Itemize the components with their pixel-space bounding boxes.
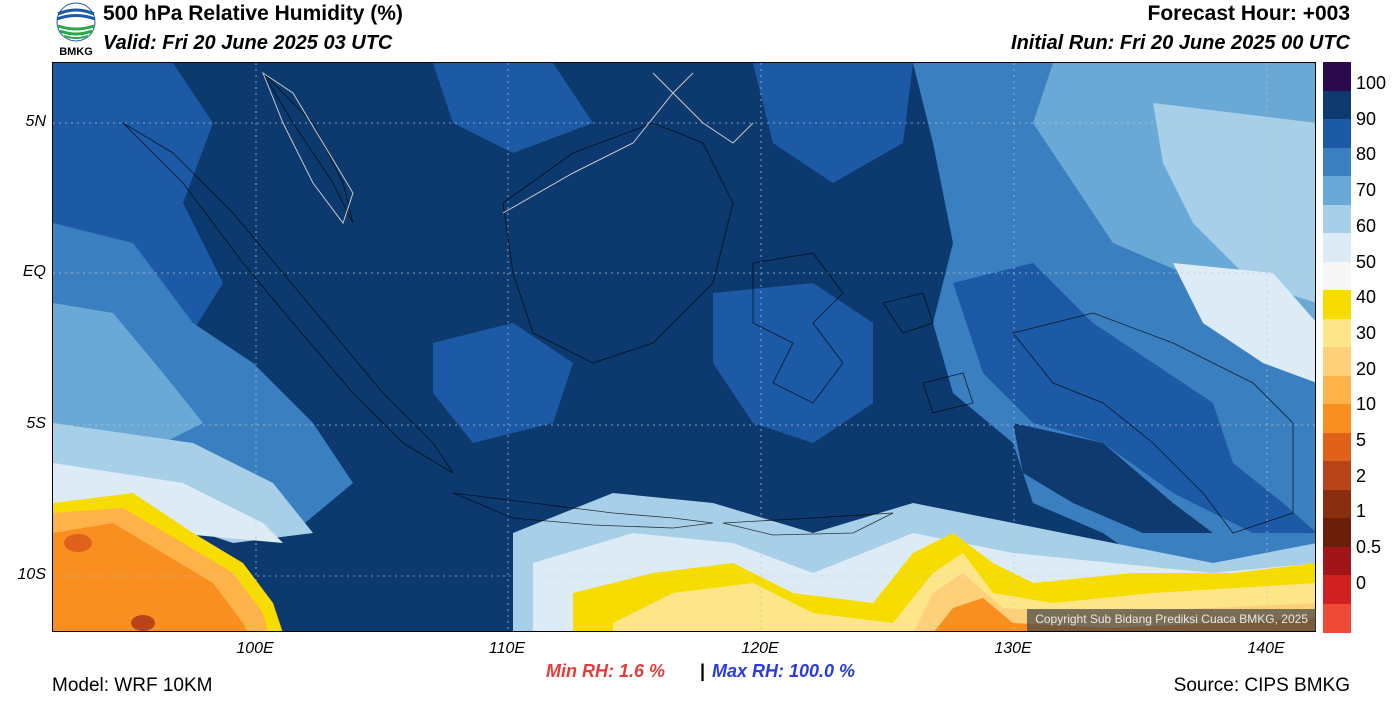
lon-label-100e: 100E — [236, 640, 274, 657]
colorbar-label: 50 — [1356, 251, 1377, 272]
min-rh: Min RH: 1.6 % — [546, 661, 666, 681]
colorbar-segment — [1323, 204, 1351, 234]
colorbar-segment — [1323, 233, 1351, 262]
lat-label-10s: 10S — [17, 566, 46, 583]
max-rh: Max RH: 100.0 % — [712, 661, 856, 681]
map-title: 500 hPa Relative Humidity (%) — [103, 2, 403, 25]
colorbar-label: 40 — [1356, 287, 1377, 308]
initial-run: Initial Run: Fri 20 June 2025 00 UTC — [1011, 32, 1350, 54]
colorbar-segment — [1323, 62, 1351, 91]
colorbar-label: 20 — [1356, 358, 1377, 379]
source-info: Source: CIPS BMKG — [1173, 675, 1350, 696]
forecast-hour: Forecast Hour: +003 — [1147, 2, 1351, 25]
rh-separator: | — [700, 661, 706, 681]
colorbar-label: 0.5 — [1356, 537, 1382, 558]
colorbar-segment — [1323, 404, 1351, 433]
colorbar-segment — [1323, 347, 1351, 376]
logo-text: BMKG — [59, 46, 93, 58]
colorbar-segment — [1323, 575, 1351, 604]
colorbar-segment — [1323, 176, 1351, 205]
colorbar-segment — [1323, 461, 1351, 490]
lat-label-5n: 5N — [25, 113, 46, 130]
humidity-field — [53, 63, 1315, 631]
lon-label-120e: 120E — [741, 640, 779, 657]
model-info: Model: WRF 10KM — [52, 675, 213, 696]
colorbar-segment — [1323, 375, 1351, 405]
colorbar-label: 5 — [1356, 430, 1367, 450]
bmkg-logo: BMKG — [52, 2, 100, 60]
colorbar-label: 0 — [1356, 572, 1367, 593]
lon-label-130e: 130E — [994, 640, 1032, 657]
colorbar-segment — [1323, 318, 1351, 348]
colorbar-label: 100 — [1356, 73, 1387, 93]
colorbar-label: 1 — [1356, 501, 1367, 522]
colorbar-label: 30 — [1356, 322, 1377, 343]
colorbar-label: 2 — [1356, 465, 1367, 486]
lon-label-140e: 140E — [1247, 640, 1285, 657]
colorbar-label: 10 — [1356, 394, 1377, 415]
colorbar-segment — [1323, 546, 1351, 576]
lat-label-eq: EQ — [22, 263, 46, 280]
humidity-map[interactable] — [52, 62, 1316, 632]
colorbar-label: 80 — [1356, 144, 1377, 165]
colorbar-segment — [1323, 489, 1351, 519]
colorbar-segment — [1323, 603, 1351, 633]
colorbar-segment — [1323, 432, 1351, 462]
colorbar-label: 60 — [1356, 215, 1377, 236]
colorbar — [1323, 62, 1351, 633]
colorbar-segment — [1323, 518, 1351, 547]
colorbar-segment — [1323, 119, 1351, 148]
colorbar-segment — [1323, 290, 1351, 319]
colorbar-segment — [1323, 90, 1351, 120]
colorbar-segment — [1323, 261, 1351, 291]
lat-label-5s: 5S — [26, 415, 46, 432]
copyright-notice: Copyright Sub Bidang Prediksi Cuaca BMKG… — [1027, 609, 1316, 631]
colorbar-segment — [1323, 147, 1351, 177]
colorbar-label: 90 — [1356, 108, 1377, 129]
colorbar-label: 70 — [1356, 180, 1377, 201]
lon-label-110e: 110E — [488, 640, 526, 657]
valid-time: Valid: Fri 20 June 2025 03 UTC — [103, 32, 393, 54]
